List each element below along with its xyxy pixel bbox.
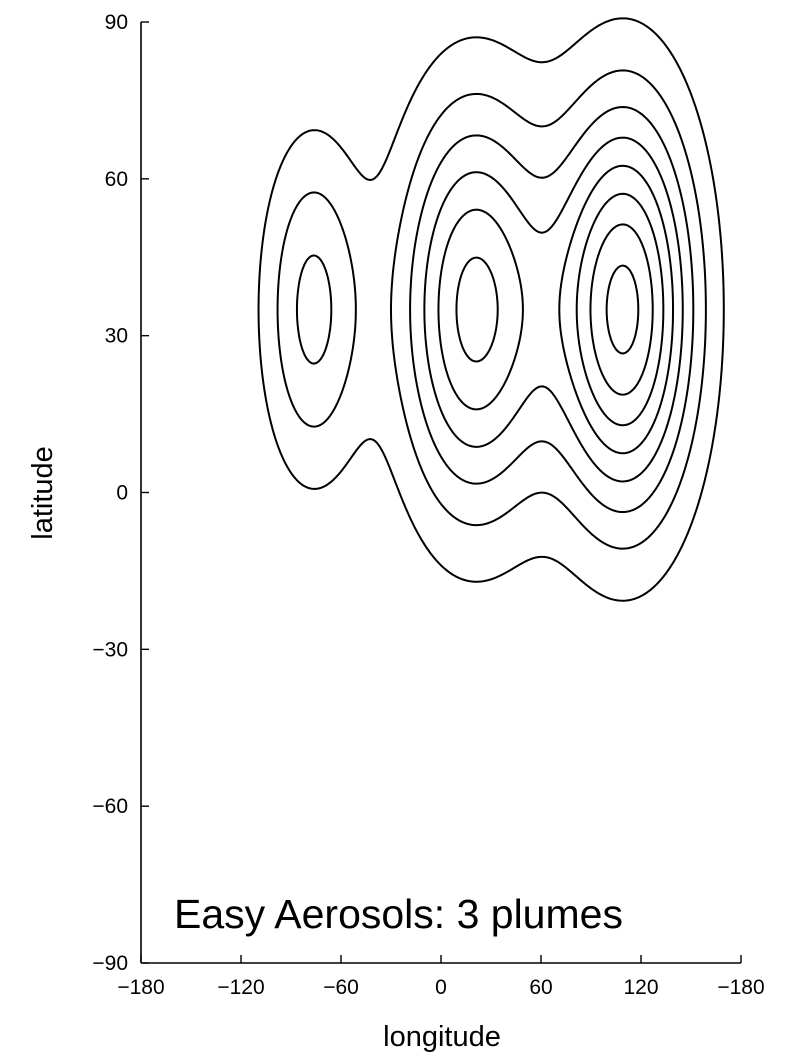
contour-lines <box>257 17 725 602</box>
y-tick-label: −30 <box>92 638 128 661</box>
y-tick-label: −60 <box>92 795 128 818</box>
contour-level-8 <box>605 264 640 355</box>
x-tick-label: 60 <box>529 976 552 999</box>
contour-level-3 <box>295 106 695 514</box>
y-axis-title: latitude <box>27 446 59 540</box>
x-tick-label: −180 <box>117 976 164 999</box>
contour-level-1 <box>257 17 725 602</box>
x-axis-title: longitude <box>383 1021 501 1053</box>
x-tick-label: −60 <box>323 976 359 999</box>
y-tick-label: −90 <box>92 952 128 975</box>
y-tick-label: 60 <box>105 168 128 191</box>
x-tick-label: 120 <box>623 976 658 999</box>
y-tick-label: 90 <box>105 11 128 34</box>
contour-level-6 <box>455 192 665 427</box>
plume-annotation: Easy Aerosols: 3 plumes <box>174 891 623 937</box>
y-tick-label: 30 <box>105 325 128 348</box>
x-tick-label: 0 <box>435 976 447 999</box>
contour-level-5 <box>437 164 675 455</box>
x-tick-label: −120 <box>217 976 264 999</box>
x-ticks: −180 −120 −60 0 60 120 −180 <box>117 955 765 999</box>
y-ticks: −90 −60 −30 0 30 60 90 <box>92 11 149 975</box>
y-tick-label: 0 <box>116 482 128 505</box>
contour-level-7 <box>589 223 654 396</box>
x-tick-label: −180 <box>717 976 764 999</box>
contour-level-2 <box>276 69 707 550</box>
contour-level-4 <box>423 136 684 483</box>
